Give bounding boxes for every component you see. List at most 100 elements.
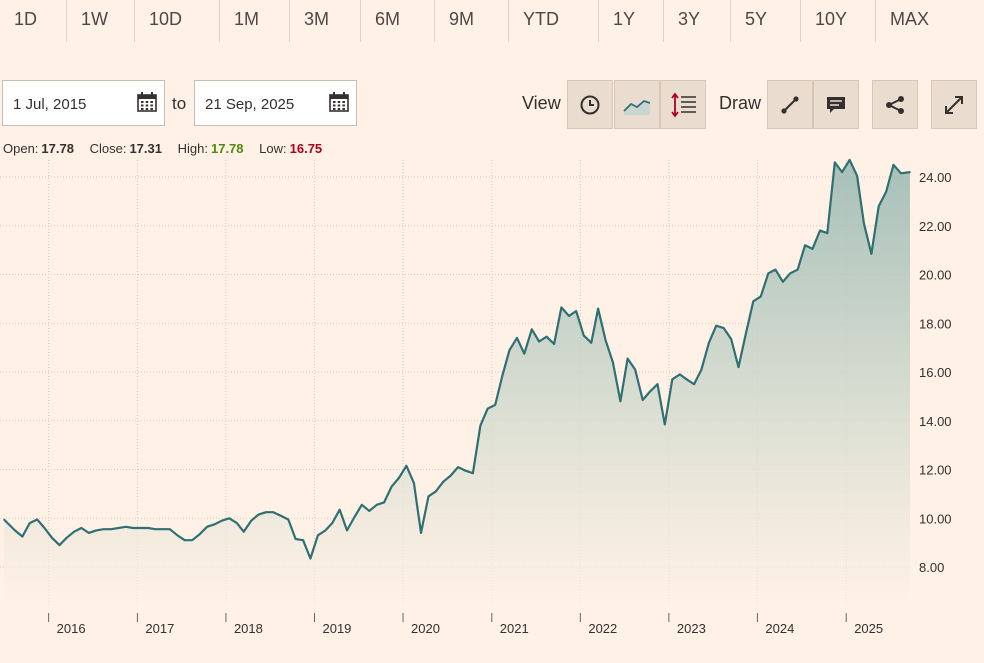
price-point (287, 518, 290, 521)
price-point (398, 477, 400, 479)
range-3y[interactable]: 3Y (664, 0, 731, 42)
range-1m[interactable]: 1M (220, 0, 290, 42)
price-point (582, 334, 585, 337)
price-point (737, 366, 740, 368)
comment-icon (827, 96, 845, 113)
x-tick-label: 2020 (411, 621, 440, 636)
price-point (257, 513, 260, 516)
chart-style-button[interactable] (614, 80, 660, 129)
price-point (132, 527, 135, 529)
price-point (523, 352, 526, 355)
high-label: High: (177, 141, 208, 156)
y-tick-label: 16.00 (919, 365, 952, 380)
price-point (457, 466, 459, 468)
price-point (43, 527, 46, 529)
range-3m[interactable]: 3M (290, 0, 361, 42)
price-point (508, 349, 511, 351)
x-tick-label: 2023 (677, 621, 706, 636)
range-1y[interactable]: 1Y (599, 0, 664, 42)
price-point (324, 529, 327, 532)
price-point (368, 510, 371, 512)
price-point (58, 544, 61, 546)
price-point (789, 272, 791, 275)
range-10y[interactable]: 10Y (801, 0, 876, 42)
date-from-field[interactable]: 1 Jul, 2015 (2, 80, 165, 126)
price-points (3, 159, 911, 560)
range-5y[interactable]: 5Y (731, 0, 801, 42)
price-point (575, 310, 577, 312)
share-button[interactable] (872, 80, 918, 129)
calendar-icon[interactable] (136, 91, 158, 117)
price-point (199, 533, 201, 535)
price-point (752, 300, 755, 303)
price-point (435, 490, 437, 493)
x-tick-label: 2016 (57, 621, 86, 636)
price-point (272, 511, 275, 513)
price-point (486, 407, 489, 410)
price-point (826, 232, 829, 234)
price-point (102, 528, 105, 530)
fullscreen-button[interactable] (931, 80, 977, 129)
price-point (80, 527, 83, 529)
time-view-button[interactable] (567, 80, 613, 129)
area-chart-icon (623, 99, 651, 115)
price-point (516, 337, 518, 339)
to-label: to (172, 94, 187, 113)
range-9m[interactable]: 9M (435, 0, 509, 42)
price-point (774, 268, 777, 271)
indicators-button[interactable] (660, 80, 706, 129)
price-point (863, 222, 865, 225)
date-to-field[interactable]: 21 Sep, 2025 (194, 80, 357, 126)
price-point (449, 474, 452, 477)
price-point (250, 519, 252, 522)
annotate-button[interactable] (813, 80, 859, 129)
y-tick-label: 8.00 (919, 560, 944, 575)
x-tick-label: 2017 (145, 621, 174, 636)
price-point (413, 482, 415, 484)
price-point (877, 205, 880, 208)
calendar-icon[interactable] (328, 91, 350, 117)
price-point (427, 495, 430, 498)
price-point (834, 161, 836, 164)
range-6m[interactable]: 6M (361, 0, 435, 42)
price-point (760, 295, 762, 298)
x-tick-label: 2024 (765, 621, 794, 636)
price-point (88, 532, 90, 534)
range-10d[interactable]: 10D (135, 0, 220, 42)
price-point (708, 342, 710, 344)
price-point (626, 357, 629, 360)
range-1d[interactable]: 1D (0, 0, 67, 42)
price-point (338, 508, 341, 511)
price-point (183, 539, 186, 541)
price-point (206, 526, 208, 528)
price-point (604, 339, 607, 342)
price-point (376, 504, 378, 506)
range-1w[interactable]: 1W (67, 0, 135, 42)
price-point (265, 511, 267, 513)
price-point (405, 465, 408, 467)
price-point (73, 530, 75, 533)
price-point (870, 253, 873, 255)
price-point (169, 528, 171, 530)
price-point (545, 335, 548, 338)
range-ytd[interactable]: YTD (509, 0, 599, 42)
draw-line-icon (781, 95, 799, 114)
y-tick-label: 24.00 (919, 170, 952, 185)
price-point (213, 523, 216, 526)
price-point (147, 527, 150, 529)
range-max[interactable]: MAX (890, 9, 930, 29)
x-tick-label: 2025 (854, 621, 883, 636)
draw-line-button[interactable] (767, 80, 813, 129)
x-tick-label: 2019 (322, 621, 351, 636)
price-point (331, 522, 334, 524)
y-tick-label: 10.00 (919, 511, 952, 526)
ohlc-summary: Open: 17.78 Close: 17.31 High: 17.78 Low: 16… (3, 141, 334, 156)
price-point (21, 535, 24, 538)
price-point (892, 164, 895, 166)
price-point (317, 534, 319, 537)
price-point (51, 537, 53, 539)
high-value: 17.78 (210, 141, 244, 156)
price-point (538, 340, 540, 343)
price-point (841, 171, 843, 173)
